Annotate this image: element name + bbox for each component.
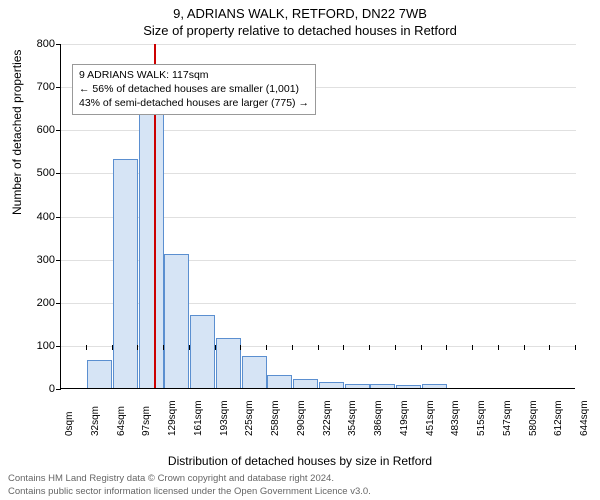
chart-title-sub: Size of property relative to detached ho… bbox=[0, 21, 600, 38]
xtick-mark bbox=[163, 345, 164, 350]
xtick-label: 644sqm bbox=[579, 400, 590, 436]
xtick-mark bbox=[472, 345, 473, 350]
xtick-label: 547sqm bbox=[502, 400, 513, 436]
x-axis-label: Distribution of detached houses by size … bbox=[0, 454, 600, 468]
ytick-mark bbox=[56, 217, 61, 218]
xtick-label: 161sqm bbox=[193, 400, 204, 436]
annotation-box: 9 ADRIANS WALK: 117sqm ← 56% of detached… bbox=[72, 64, 316, 115]
ytick-label: 200 bbox=[0, 297, 55, 309]
ytick-mark bbox=[56, 87, 61, 88]
xtick-mark bbox=[446, 345, 447, 350]
ytick-mark bbox=[56, 173, 61, 174]
xtick-label: 0sqm bbox=[64, 412, 75, 436]
xtick-label: 483sqm bbox=[450, 400, 461, 436]
xtick-label: 580sqm bbox=[528, 400, 539, 436]
ytick-label: 700 bbox=[0, 81, 55, 93]
histogram-bar bbox=[293, 379, 318, 388]
xtick-label: 451sqm bbox=[425, 400, 436, 436]
xtick-mark bbox=[137, 345, 138, 350]
ytick-label: 600 bbox=[0, 124, 55, 136]
xtick-label: 97sqm bbox=[141, 406, 152, 436]
annotation-line2: ← 56% of detached houses are smaller (1,… bbox=[79, 82, 309, 96]
histogram-bar bbox=[370, 384, 395, 388]
ytick-mark bbox=[56, 130, 61, 131]
ytick-label: 500 bbox=[0, 167, 55, 179]
ytick-label: 100 bbox=[0, 340, 55, 352]
histogram-bar bbox=[242, 356, 267, 388]
xtick-label: 419sqm bbox=[399, 400, 410, 436]
footer-attribution: Contains HM Land Registry data © Crown c… bbox=[8, 473, 371, 498]
histogram-bar bbox=[139, 114, 164, 388]
xtick-mark bbox=[86, 345, 87, 350]
chart-title-main: 9, ADRIANS WALK, RETFORD, DN22 7WB bbox=[0, 0, 600, 21]
ytick-mark bbox=[56, 303, 61, 304]
xtick-mark bbox=[421, 345, 422, 350]
ytick-label: 800 bbox=[0, 38, 55, 50]
ytick-mark bbox=[56, 260, 61, 261]
xtick-mark bbox=[60, 345, 61, 350]
histogram-bar bbox=[267, 375, 292, 388]
annotation-line1: 9 ADRIANS WALK: 117sqm bbox=[79, 68, 309, 82]
xtick-mark bbox=[343, 345, 344, 350]
xtick-label: 258sqm bbox=[270, 400, 281, 436]
histogram-bar bbox=[190, 315, 215, 388]
xtick-label: 386sqm bbox=[373, 400, 384, 436]
histogram-bar bbox=[396, 385, 421, 388]
xtick-label: 515sqm bbox=[476, 400, 487, 436]
xtick-mark bbox=[524, 345, 525, 350]
xtick-mark bbox=[318, 345, 319, 350]
histogram-bar bbox=[216, 338, 241, 388]
xtick-label: 32sqm bbox=[90, 406, 101, 436]
xtick-mark bbox=[112, 345, 113, 350]
xtick-mark bbox=[575, 345, 576, 350]
ytick-label: 400 bbox=[0, 211, 55, 223]
histogram-bar bbox=[319, 382, 344, 388]
histogram-bar bbox=[422, 384, 447, 388]
footer-line1: Contains HM Land Registry data © Crown c… bbox=[8, 473, 371, 485]
histogram-bar bbox=[87, 360, 112, 388]
gridline bbox=[61, 44, 576, 45]
annotation-line3: 43% of semi-detached houses are larger (… bbox=[79, 96, 309, 110]
ytick-mark bbox=[56, 44, 61, 45]
xtick-label: 290sqm bbox=[296, 400, 307, 436]
histogram-bar bbox=[113, 159, 138, 388]
footer-line2: Contains public sector information licen… bbox=[8, 486, 371, 498]
ytick-mark bbox=[56, 389, 61, 390]
xtick-label: 354sqm bbox=[347, 400, 358, 436]
xtick-mark bbox=[266, 345, 267, 350]
xtick-label: 612sqm bbox=[553, 400, 564, 436]
xtick-mark bbox=[395, 345, 396, 350]
xtick-mark bbox=[292, 345, 293, 350]
ytick-label: 0 bbox=[0, 383, 55, 395]
histogram-bar bbox=[164, 254, 189, 388]
xtick-label: 64sqm bbox=[116, 406, 127, 436]
xtick-mark bbox=[189, 345, 190, 350]
xtick-mark bbox=[498, 345, 499, 350]
ytick-label: 300 bbox=[0, 254, 55, 266]
xtick-mark bbox=[549, 345, 550, 350]
xtick-label: 129sqm bbox=[167, 400, 178, 436]
xtick-label: 193sqm bbox=[219, 400, 230, 436]
xtick-mark bbox=[369, 345, 370, 350]
histogram-bar bbox=[345, 384, 370, 388]
xtick-label: 225sqm bbox=[244, 400, 255, 436]
xtick-mark bbox=[240, 345, 241, 350]
xtick-mark bbox=[215, 345, 216, 350]
xtick-label: 322sqm bbox=[322, 400, 333, 436]
